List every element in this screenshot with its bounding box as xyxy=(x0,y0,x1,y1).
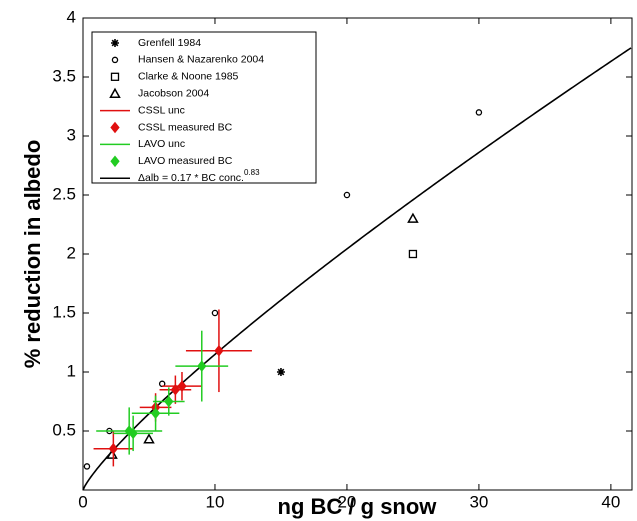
point xyxy=(197,360,207,372)
x-tick-label: 0 xyxy=(78,492,87,511)
y-tick-label: 2 xyxy=(67,243,76,262)
x-tick-label: 30 xyxy=(469,492,488,511)
legend-label-exponent: 0.83 xyxy=(244,168,260,177)
point xyxy=(164,395,174,408)
point xyxy=(150,407,161,420)
y-tick-label: 1.5 xyxy=(52,302,76,321)
y-tick-label: 1 xyxy=(67,361,76,380)
legend-label: CSSL measured BC xyxy=(138,121,233,133)
point xyxy=(108,442,118,455)
legend-label: LAVO measured BC xyxy=(138,155,233,167)
x-tick-label: 40 xyxy=(601,492,620,511)
point xyxy=(143,433,155,444)
y-tick-label: 3 xyxy=(67,125,76,144)
series xyxy=(106,212,419,459)
y-tick-label: 3.5 xyxy=(52,66,76,85)
point xyxy=(343,191,351,199)
x-tick-label: 20 xyxy=(337,492,356,511)
legend-swatch xyxy=(111,39,119,47)
legend-label: Δalb = 0.17 * BC conc.0.83 xyxy=(138,168,260,184)
series xyxy=(96,330,229,455)
point xyxy=(408,249,418,259)
legend-label: Jacobson 2004 xyxy=(138,87,209,99)
point xyxy=(170,383,181,396)
legend-box xyxy=(91,31,317,184)
point xyxy=(475,109,483,116)
legend: Grenfell 1984 Hansen & Nazarenko 2004 Clar… xyxy=(91,31,317,184)
x-axis-label: ng BC / g snow xyxy=(278,494,438,519)
legend-label: CSSL unc xyxy=(138,104,185,116)
y-tick-label: 2.5 xyxy=(52,184,76,203)
series xyxy=(408,249,418,259)
x-tick-label: 10 xyxy=(206,492,225,511)
legend-label-text: Δalb = 0.17 * BC conc. xyxy=(138,172,244,184)
point xyxy=(407,212,419,223)
point xyxy=(177,380,187,392)
point xyxy=(214,344,224,357)
point xyxy=(106,448,118,459)
y-tick-label: 0.5 xyxy=(52,420,76,439)
point xyxy=(83,463,91,470)
point xyxy=(276,368,285,376)
point xyxy=(128,427,138,440)
point xyxy=(211,309,219,317)
legend-swatch xyxy=(110,121,120,134)
legend-label: LAVO unc xyxy=(138,138,185,150)
legend-label: Clarke & Noone 1985 xyxy=(138,71,239,83)
series xyxy=(93,309,252,467)
legend-swatch xyxy=(110,155,120,168)
legend-swatch xyxy=(111,56,119,64)
y-axis-label: % reduction in albedo xyxy=(20,140,45,369)
series xyxy=(276,368,285,376)
legend-label: Hansen & Nazarenko 2004 xyxy=(138,54,264,66)
legend-swatch xyxy=(110,72,120,81)
y-tick-label: 4 xyxy=(67,7,76,26)
legend-swatch xyxy=(109,87,121,98)
legend-label: Grenfell 1984 xyxy=(138,37,201,49)
